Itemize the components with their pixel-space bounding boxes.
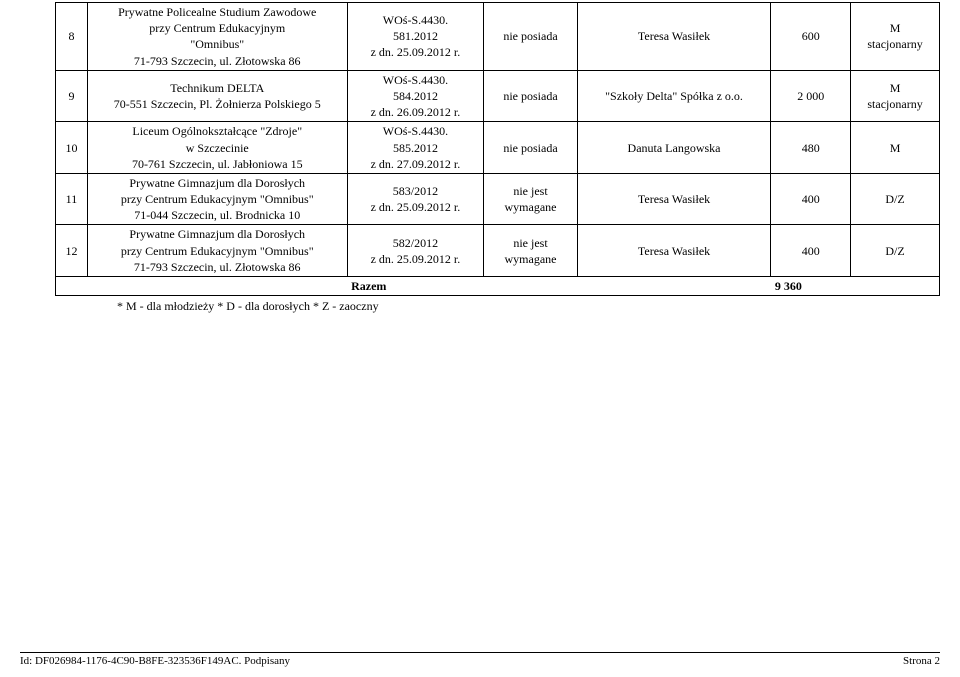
row-c5: "Szkoły Delta" Spółka z o.o. [577,70,771,122]
table-row: 10Liceum Ogólnokształcące "Zdroje"w Szcz… [56,122,940,174]
table-row: 11Prywatne Gimnazjum dla Dorosłychprzy C… [56,173,940,225]
row-c7: Mstacjonarny [851,70,940,122]
row-c4: nie jestwymagane [484,225,577,277]
row-name: Technikum DELTA70-551 Szczecin, Pl. Żołn… [87,70,347,122]
row-num: 12 [56,225,88,277]
razem-row: Razem 9 360 [56,277,940,296]
row-c5: Teresa Wasiłek [577,225,771,277]
row-c4: nie posiada [484,70,577,122]
row-c4: nie jestwymagane [484,173,577,225]
row-name: Prywatne Policealne Studium Zawodoweprzy… [87,3,347,71]
row-c7: D/Z [851,225,940,277]
row-name: Prywatne Gimnazjum dla Dorosłychprzy Cen… [87,225,347,277]
row-c6: 480 [771,122,851,174]
row-num: 10 [56,122,88,174]
row-num: 9 [56,70,88,122]
row-c5: Teresa Wasiłek [577,3,771,71]
row-c5: Teresa Wasiłek [577,173,771,225]
page-footer: Id: DF026984-1176-4C90-B8FE-323536F149AC… [0,652,960,667]
razem-value: 9 360 [771,277,851,296]
row-num: 8 [56,3,88,71]
row-doc: WOś-S.4430.581.2012z dn. 25.09.2012 r. [347,3,484,71]
row-doc: 583/2012z dn. 25.09.2012 r. [347,173,484,225]
table-row: 9Technikum DELTA70-551 Szczecin, Pl. Żoł… [56,70,940,122]
row-doc: 582/2012z dn. 25.09.2012 r. [347,225,484,277]
table-row: 12Prywatne Gimnazjum dla Dorosłychprzy C… [56,225,940,277]
razem-label: Razem [347,277,484,296]
row-c6: 600 [771,3,851,71]
schools-table: 8Prywatne Policealne Studium Zawodoweprz… [55,2,940,296]
row-num: 11 [56,173,88,225]
row-c7: M [851,122,940,174]
row-c6: 400 [771,173,851,225]
table-row: 8Prywatne Policealne Studium Zawodoweprz… [56,3,940,71]
row-c4: nie posiada [484,122,577,174]
row-c7: Mstacjonarny [851,3,940,71]
row-name: Prywatne Gimnazjum dla Dorosłychprzy Cen… [87,173,347,225]
row-doc: WOś-S.4430.585.2012z dn. 27.09.2012 r. [347,122,484,174]
footnote: * M - dla młodzieży * D - dla dorosłych … [117,299,940,314]
row-c6: 2 000 [771,70,851,122]
row-c6: 400 [771,225,851,277]
footer-id: Id: DF026984-1176-4C90-B8FE-323536F149AC… [20,655,290,667]
row-c7: D/Z [851,173,940,225]
row-c4: nie posiada [484,3,577,71]
row-c5: Danuta Langowska [577,122,771,174]
row-name: Liceum Ogólnokształcące "Zdroje"w Szczec… [87,122,347,174]
footer-page: Strona 2 [903,655,940,667]
row-doc: WOś-S.4430.584.2012z dn. 26.09.2012 r. [347,70,484,122]
